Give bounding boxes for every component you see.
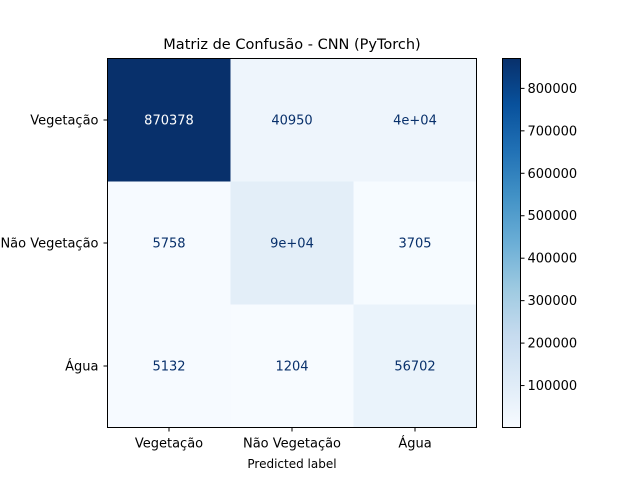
x-axis-label: Predicted label: [247, 457, 336, 471]
colorbar-tick-label-5: 600000: [528, 167, 578, 182]
heatmap-cell-0-1: [230, 58, 354, 182]
y-tick-label-0: Vegetação: [30, 114, 98, 129]
colorbar-tick-label-1: 200000: [528, 337, 578, 352]
colorbar-tick-label-4: 500000: [528, 209, 578, 224]
cell-value-2-0: 5132: [152, 360, 185, 375]
heatmap-cell-2-2: [353, 304, 477, 428]
heatmap-cell-0-2: [353, 58, 477, 182]
cell-value-0-0: 870378: [144, 114, 194, 129]
heatmap-cell-0-0: [107, 58, 231, 182]
x-axis: Vegetação Não Vegetação Água: [135, 427, 432, 452]
heatmap-cell-1-0: [107, 181, 231, 305]
colorbar-tick-label-6: 700000: [528, 124, 578, 139]
colorbar-tick-label-2: 300000: [528, 294, 578, 309]
colorbar-tick-label-3: 400000: [528, 252, 578, 267]
cell-value-1-0: 5758: [152, 237, 185, 252]
y-axis: Vegetação Não Vegetação Água: [0, 114, 108, 375]
cell-value-2-2: 56702: [394, 360, 435, 375]
colorbar: [502, 58, 521, 428]
cell-value-0-1: 40950: [271, 114, 312, 129]
y-tick-label-1: Não Vegetação: [0, 237, 98, 252]
heatmap-cell-2-0: [107, 304, 231, 428]
y-tick-label-2: Água: [65, 359, 98, 375]
cell-value-0-2: 4e+04: [393, 114, 437, 129]
cell-value-1-1: 9e+04: [270, 237, 314, 252]
heatmap-cell-labels: 870378 40950 4e+04 5758 9e+04 3705 5132 1204 567…: [144, 114, 437, 375]
heatmap-cell-1-1: [230, 181, 354, 305]
heatmap-cells: [107, 58, 477, 428]
colorbar-ticks: 100000 200000 300000 400000 500000 600000 7000…: [520, 82, 578, 394]
colorbar-tick-label-7: 800000: [528, 82, 578, 97]
heatmap-cell-1-2: [353, 181, 477, 305]
colorbar-tick-label-0: 100000: [528, 379, 578, 394]
x-tick-label-2: Água: [398, 436, 431, 452]
cell-value-2-1: 1204: [275, 360, 308, 375]
x-tick-label-1: Não Vegetação: [243, 437, 341, 452]
cell-value-1-2: 3705: [398, 237, 431, 252]
chart-title: Matriz de Confusão - CNN (PyTorch): [163, 37, 420, 53]
x-tick-label-0: Vegetação: [135, 437, 203, 452]
heatmap-cell-2-1: [230, 304, 354, 428]
